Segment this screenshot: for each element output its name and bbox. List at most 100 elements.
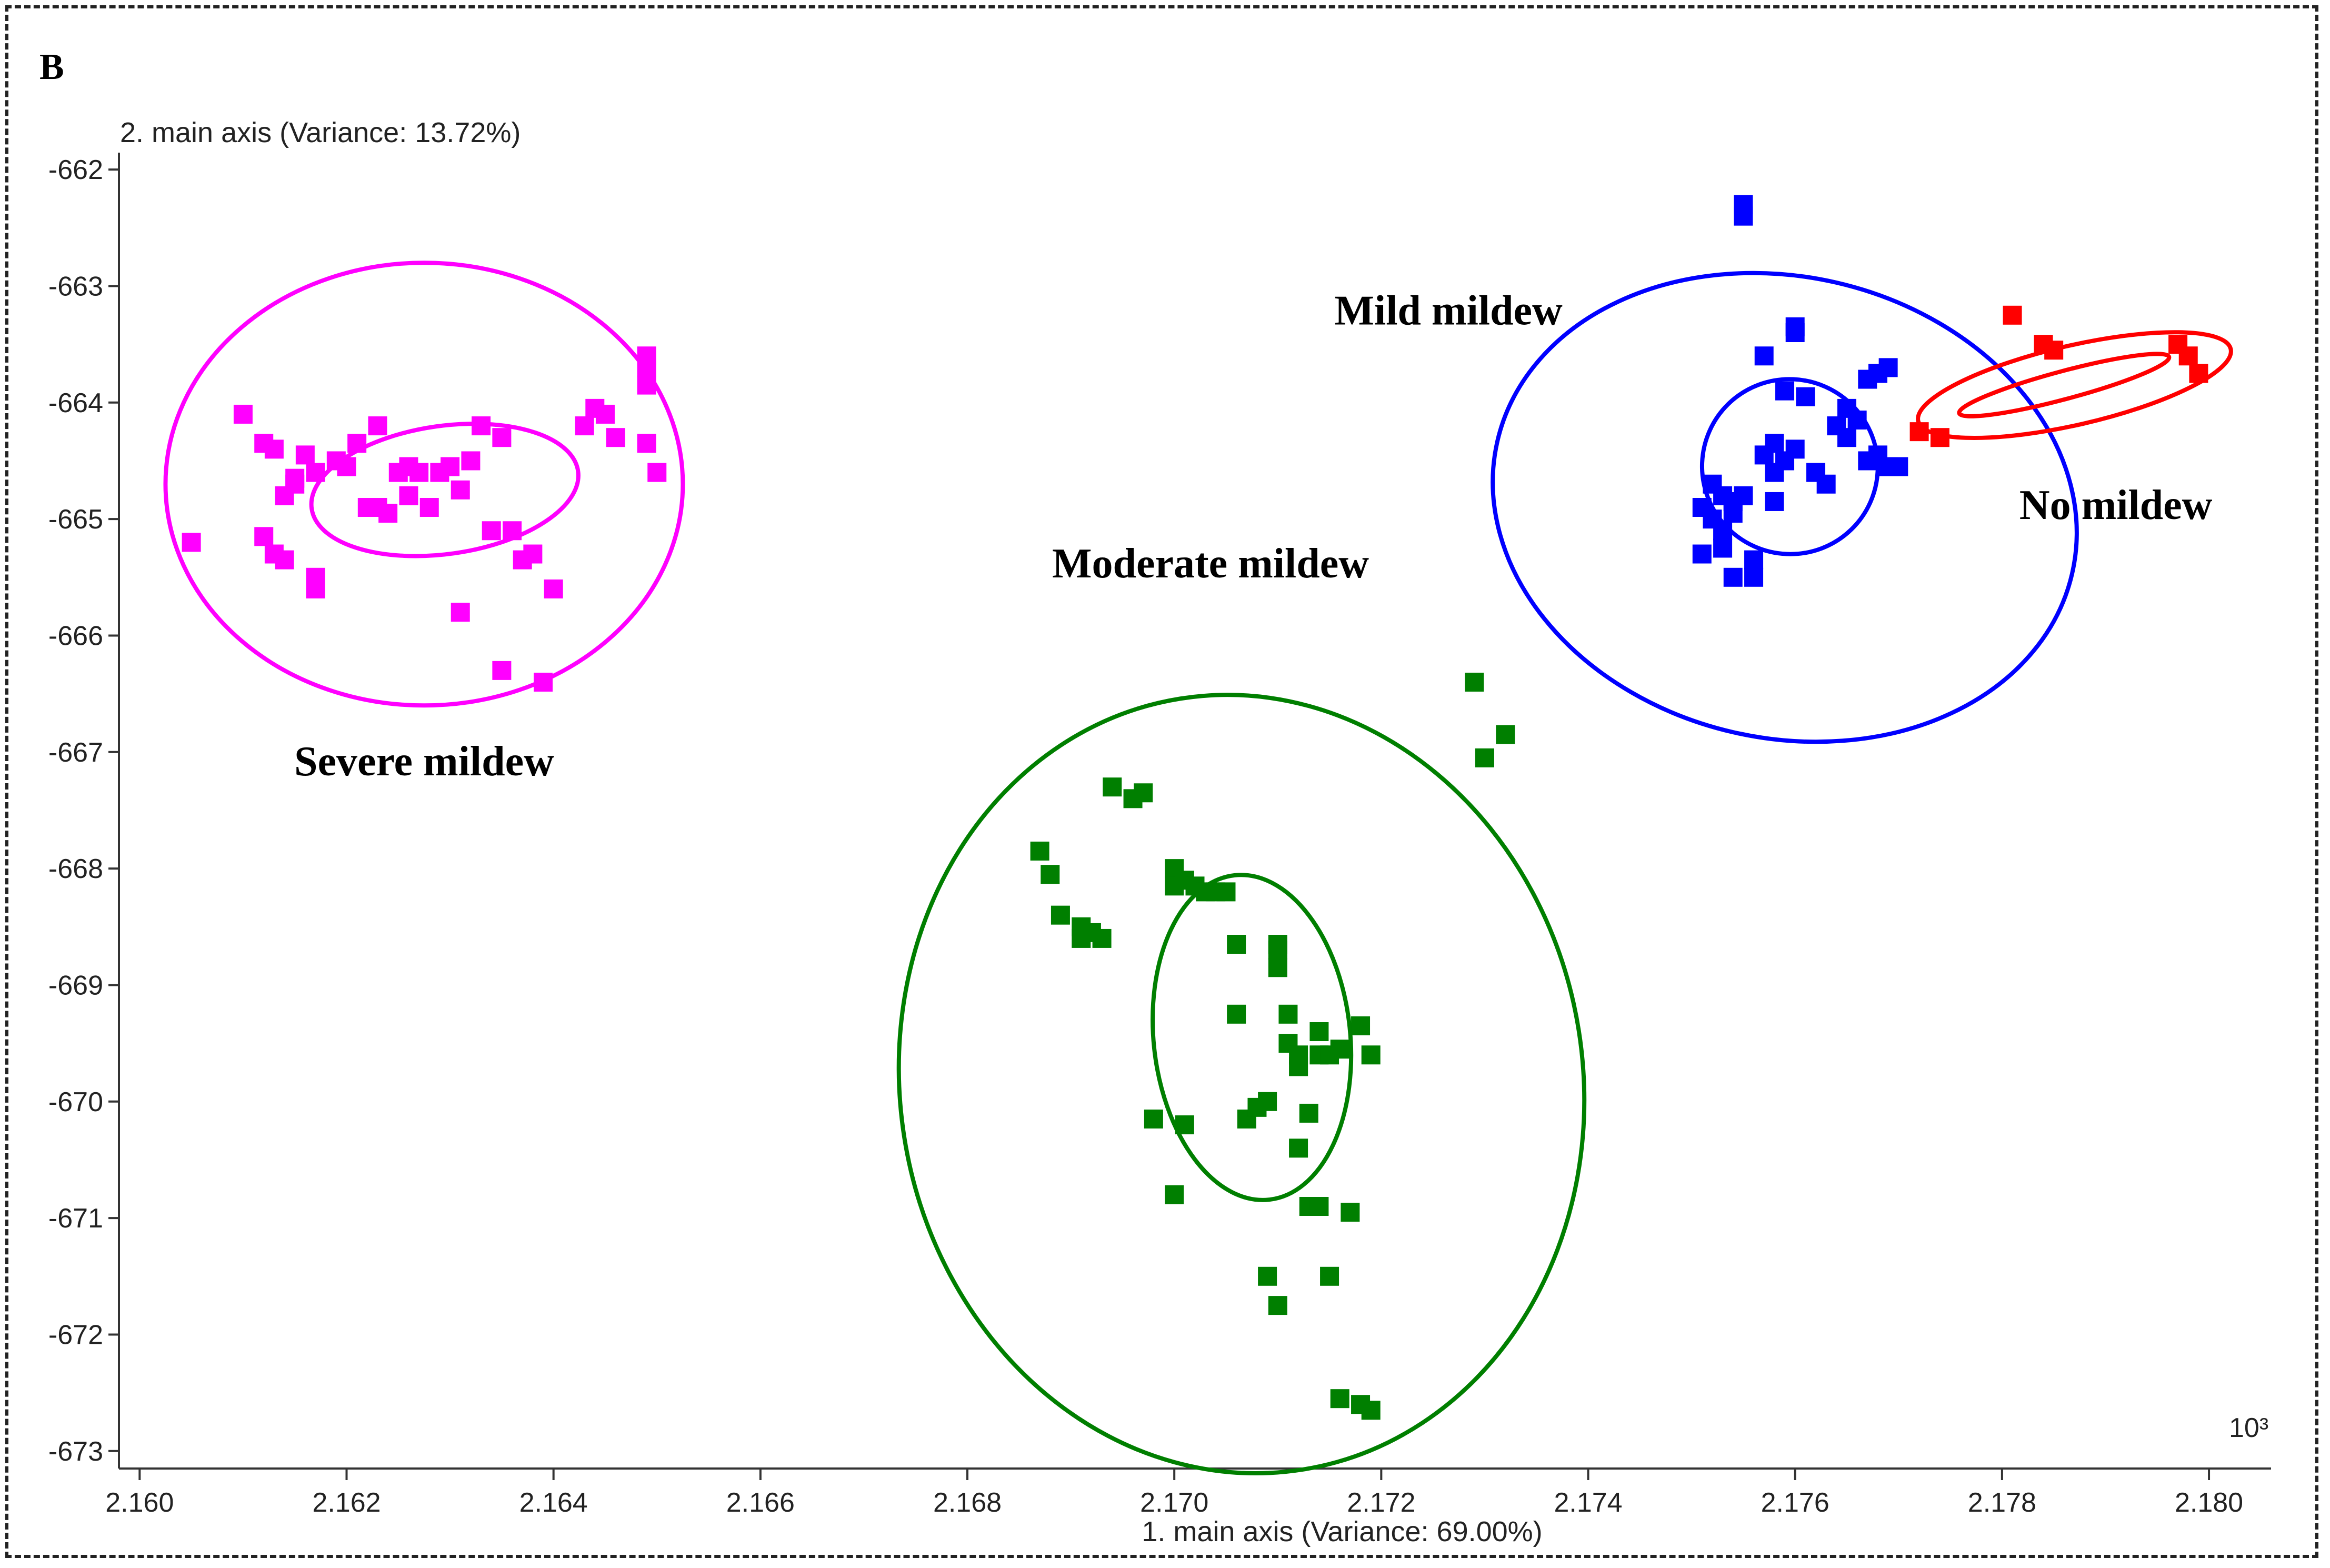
x-tick-label: 2.180 xyxy=(2175,1487,2243,1518)
severe-mildew-point xyxy=(368,416,387,436)
y-tick-label: -669 xyxy=(48,970,103,1001)
moderate-mildew-point xyxy=(1227,935,1246,954)
moderate-mildew-point xyxy=(1258,1266,1277,1286)
severe-mildew-point xyxy=(254,527,274,546)
mild-mildew-point xyxy=(1775,381,1795,401)
moderate-mildew-point xyxy=(1268,958,1287,977)
x-tick-label: 2.176 xyxy=(1761,1487,1829,1518)
y-tick-label: -671 xyxy=(48,1203,103,1234)
mild-mildew-point xyxy=(1692,544,1712,564)
moderate-mildew-point xyxy=(1496,725,1515,744)
severe-mildew-point xyxy=(451,480,470,500)
y-tick-label: -670 xyxy=(48,1087,103,1117)
mild-mildew-point xyxy=(1889,457,1908,476)
no-mildew-point xyxy=(2189,364,2208,383)
x-tick-label: 2.160 xyxy=(105,1487,174,1518)
no-mildew-outer-ellipse xyxy=(1916,330,2233,440)
severe-mildew-point xyxy=(337,457,356,476)
x-axis-title: 1. main axis (Variance: 69.00%) xyxy=(1142,1516,1542,1547)
severe-mildew-point xyxy=(461,451,481,471)
severe-mildew-point xyxy=(544,579,563,598)
moderate-mildew-point xyxy=(1465,673,1484,692)
severe-mildew-point xyxy=(306,463,325,482)
moderate-mildew-point xyxy=(1227,1004,1246,1024)
moderate-mildew-point xyxy=(1330,1040,1349,1059)
mild-mildew-point xyxy=(1744,550,1764,570)
x-tick-label: 2.166 xyxy=(726,1487,795,1518)
severe-mildew-point xyxy=(637,434,656,453)
mild-mildew-point xyxy=(1796,387,1815,406)
y-tick-label: -664 xyxy=(48,388,103,418)
mild-mildew-point xyxy=(1734,486,1753,505)
x-tick-label: 2.162 xyxy=(312,1487,381,1518)
no-mildew-point xyxy=(1909,422,1929,442)
no-mildew-inner-ellipse xyxy=(1957,352,2172,418)
moderate-mildew-outer-ellipse xyxy=(896,693,1587,1475)
severe-mildew-point xyxy=(182,533,201,552)
mild-mildew-point xyxy=(1785,440,1805,459)
moderate-mildew-point xyxy=(1041,865,1060,884)
points-layer xyxy=(182,195,2208,1420)
y-tick-label: -672 xyxy=(48,1320,103,1350)
y-axis-title: 2. main axis (Variance: 13.72%) xyxy=(120,117,521,148)
ellipses-layer xyxy=(163,261,2233,1475)
moderate-mildew-point xyxy=(1341,1203,1360,1222)
no-mildew-label: No mildew xyxy=(2019,482,2213,528)
x-tick-label: 2.164 xyxy=(519,1487,588,1518)
mild-mildew-point xyxy=(1723,504,1743,523)
moderate-mildew-point xyxy=(1330,1389,1349,1409)
mild-mildew-outer-ellipse xyxy=(1491,271,2079,744)
mild-mildew-point xyxy=(1785,317,1805,336)
y-tick-label: -663 xyxy=(48,271,103,302)
no-mildew-point xyxy=(2003,305,2022,325)
severe-mildew-point xyxy=(503,521,522,541)
severe-mildew-point xyxy=(647,463,667,482)
moderate-mildew-label: Moderate mildew xyxy=(1052,541,1369,587)
moderate-mildew-point xyxy=(1144,1110,1163,1128)
y-tick-label: -668 xyxy=(48,854,103,884)
moderate-mildew-point xyxy=(1309,1022,1329,1041)
y-tick-label: -665 xyxy=(48,504,103,535)
severe-mildew-point xyxy=(378,504,398,523)
y-tick-label: -662 xyxy=(48,155,103,185)
moderate-mildew-point xyxy=(1165,1185,1184,1204)
severe-mildew-point xyxy=(419,498,439,517)
severe-mildew-point xyxy=(523,544,543,564)
moderate-mildew-point xyxy=(1268,1296,1287,1315)
x-tick-label: 2.170 xyxy=(1140,1487,1208,1518)
severe-mildew-inner-ellipse xyxy=(309,422,581,558)
severe-mildew-point xyxy=(534,673,553,692)
mild-mildew-point xyxy=(1847,411,1867,430)
mild-mildew-point xyxy=(1713,538,1733,558)
severe-mildew-point xyxy=(264,440,284,459)
moderate-mildew-point xyxy=(1051,905,1070,925)
mild-mildew-point xyxy=(1816,474,1836,494)
severe-mildew-point xyxy=(347,434,367,453)
moderate-mildew-point xyxy=(1278,1004,1298,1024)
severe-mildew-point xyxy=(482,521,501,541)
panel-label: B xyxy=(39,47,64,87)
severe-mildew-point xyxy=(472,416,491,436)
mild-mildew-label: Mild mildew xyxy=(1334,288,1563,334)
moderate-mildew-point xyxy=(1361,1401,1381,1420)
severe-mildew-point xyxy=(637,358,656,377)
no-mildew-point xyxy=(2044,341,2064,360)
moderate-mildew-point xyxy=(1268,935,1287,954)
severe-mildew-point xyxy=(606,428,625,447)
y-tick-label: -673 xyxy=(48,1436,103,1467)
mild-mildew-point xyxy=(1837,428,1856,447)
moderate-mildew-point xyxy=(1320,1266,1339,1286)
moderate-mildew-point xyxy=(1289,1138,1308,1158)
severe-mildew-point xyxy=(233,404,253,424)
severe-mildew-point xyxy=(492,428,512,447)
severe-mildew-point xyxy=(306,579,325,598)
severe-mildew-point xyxy=(295,445,315,465)
severe-mildew-point xyxy=(441,457,460,476)
y-tick-label: -667 xyxy=(48,737,103,768)
moderate-mildew-point xyxy=(1092,928,1112,948)
no-mildew-point xyxy=(2178,346,2198,366)
mild-mildew-point xyxy=(1765,492,1784,511)
mild-mildew-point xyxy=(1713,521,1733,541)
severe-mildew-point xyxy=(595,404,615,424)
